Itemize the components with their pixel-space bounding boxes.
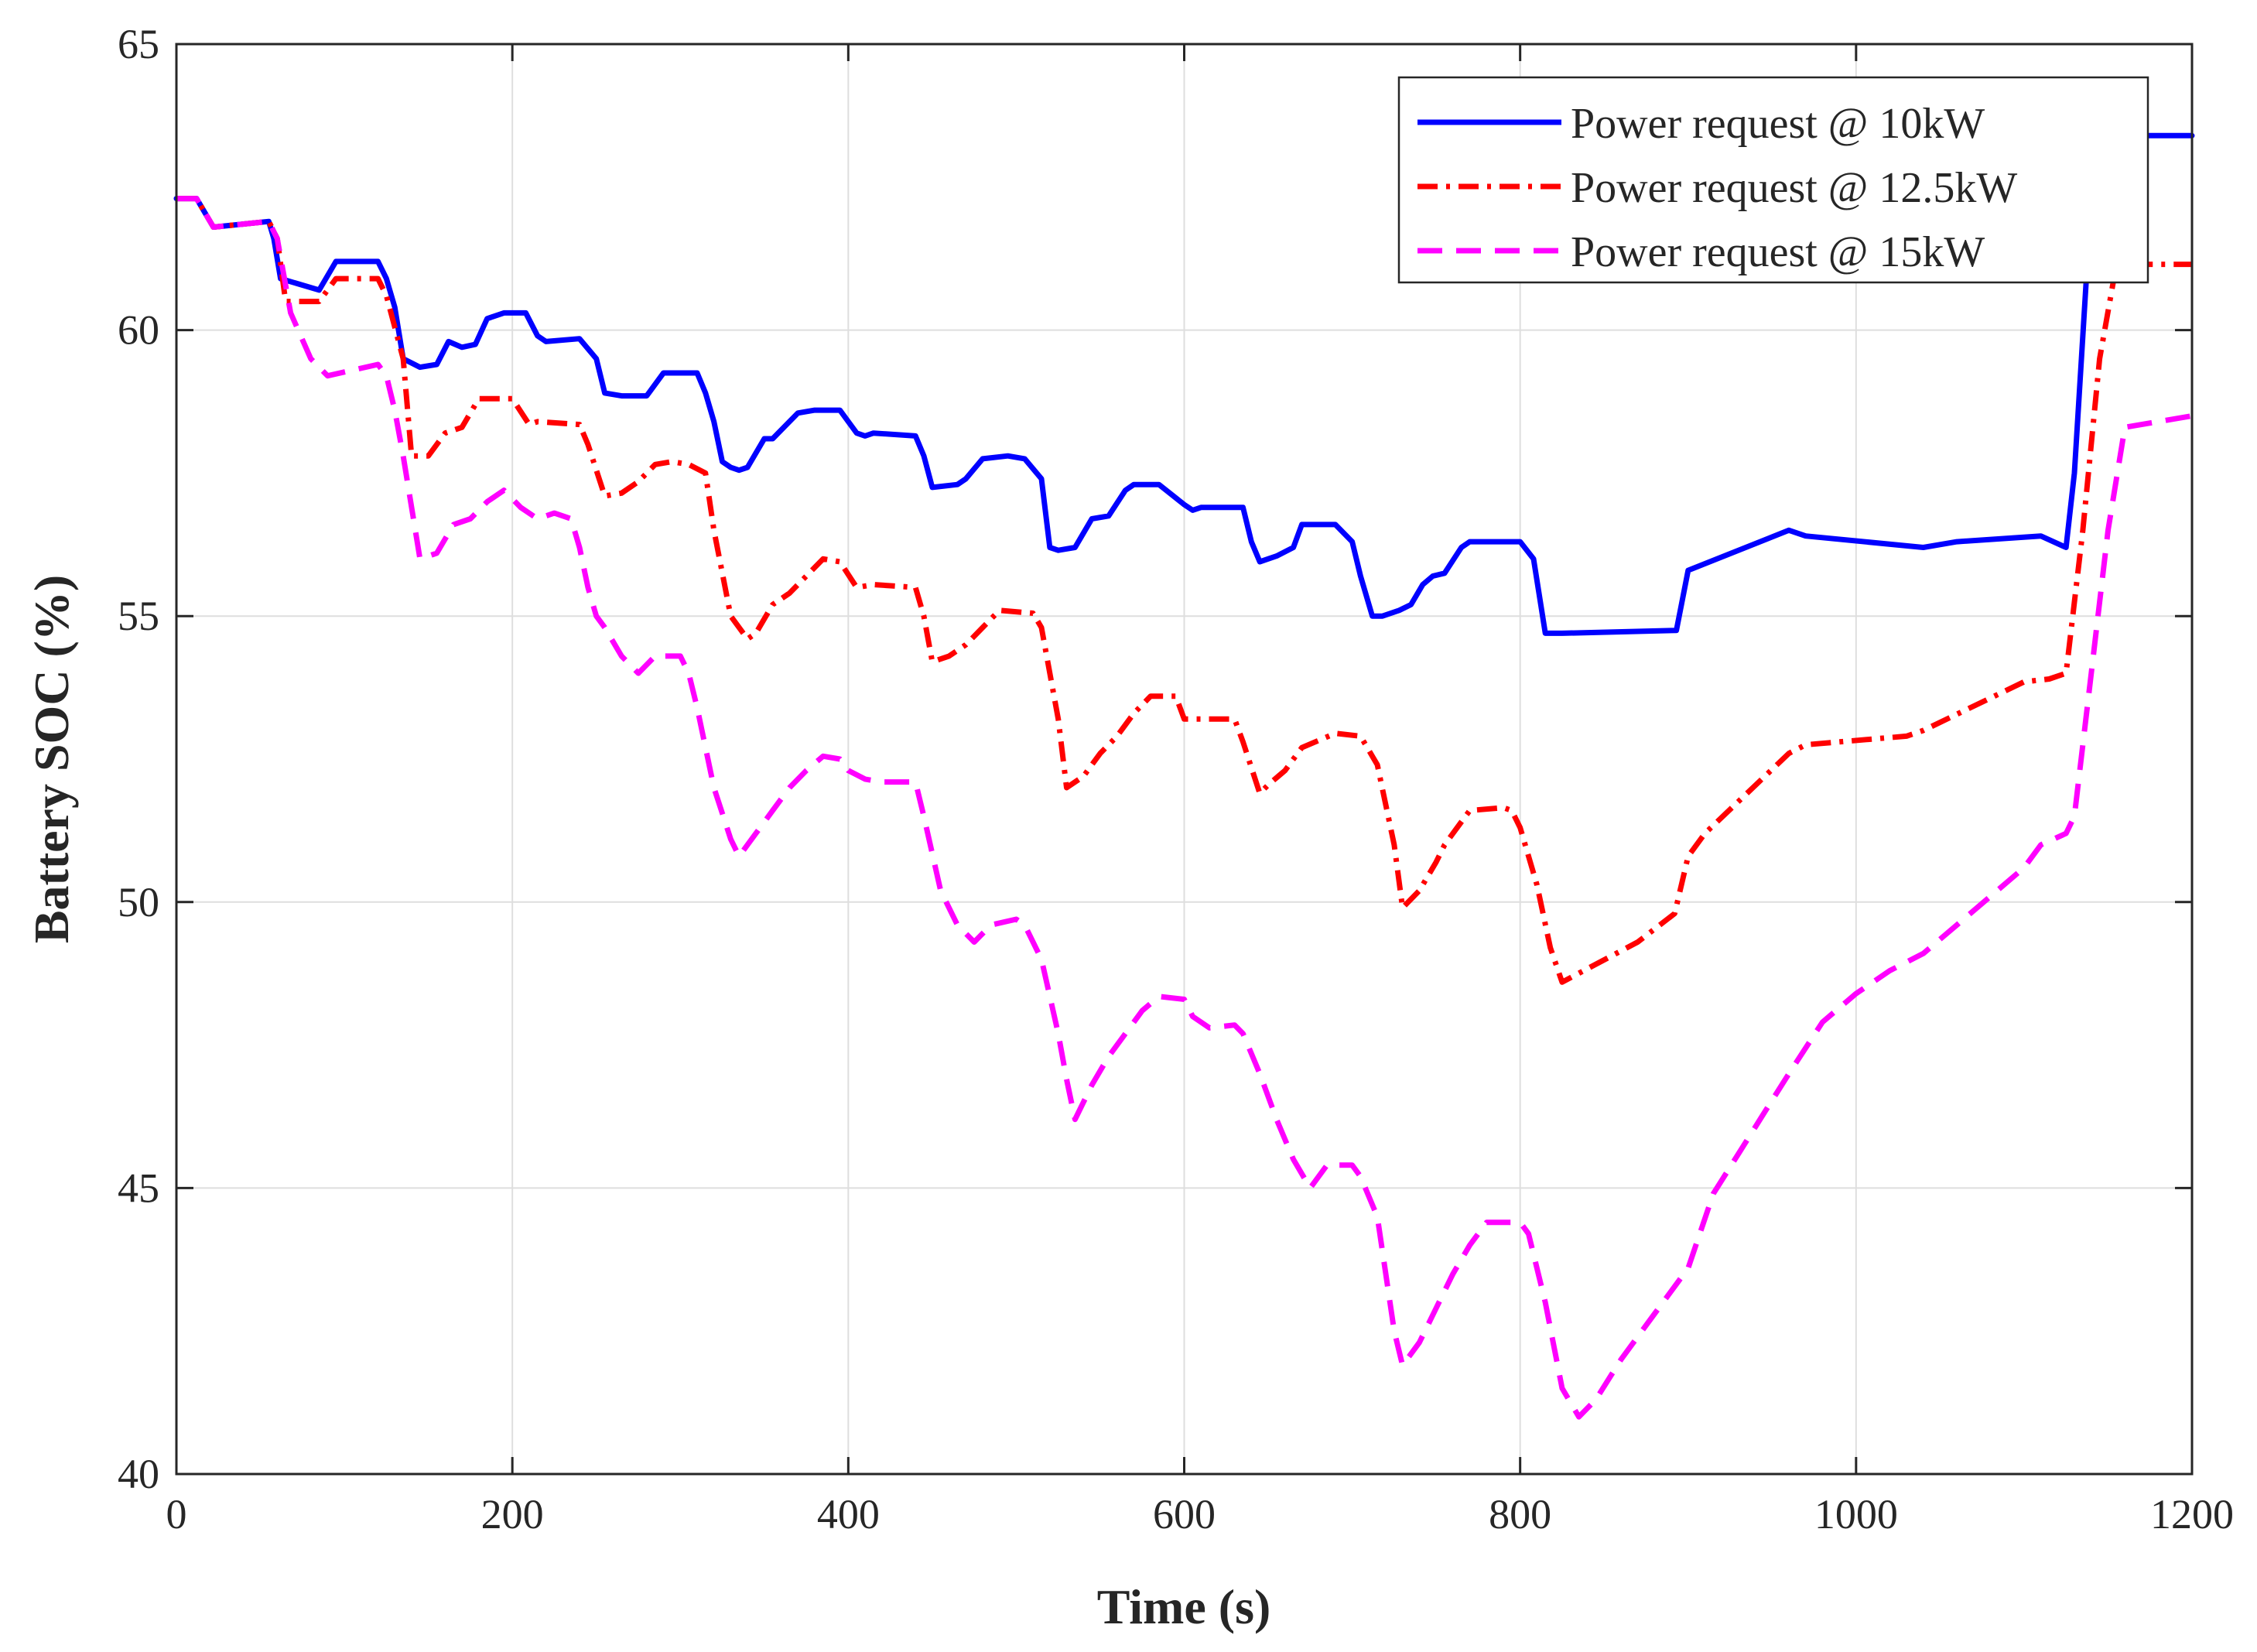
legend: Power request @ 10kW Power request @ 12.5…: [1397, 76, 2149, 284]
x-axis-title: Time (s): [1097, 1579, 1271, 1634]
y-axis-title: Battery SOC (%): [24, 575, 79, 943]
x-tick-label: 1000: [1814, 1491, 1898, 1537]
x-tick-label: 600: [1153, 1491, 1216, 1537]
x-tick-label: 200: [481, 1491, 544, 1537]
x-tick-label: 400: [817, 1491, 880, 1537]
y-tick-label: 55: [118, 593, 159, 639]
y-tick-label: 50: [118, 879, 159, 925]
ticks: [175, 43, 2194, 1476]
series-line-0: [173, 132, 2195, 636]
tick-labels: 0 200 400 600 800 1000 1200 40 45 50 55 60 65: [118, 21, 2234, 1537]
series-line-2: [176, 196, 2193, 1420]
legend-label-1: Power request @ 12.5kW: [1571, 164, 2017, 212]
y-tick-label: 45: [118, 1165, 159, 1211]
legend-label-2: Power request @ 15kW: [1571, 228, 1985, 276]
series-layer: [173, 132, 2195, 1420]
y-tick-label: 40: [118, 1451, 159, 1497]
legend-box: [1397, 76, 2149, 284]
series-line-1: [176, 196, 2192, 985]
x-tick-label: 1200: [2150, 1491, 2234, 1537]
y-tick-label: 60: [118, 307, 159, 354]
x-tick-label: 800: [1489, 1491, 1551, 1537]
y-tick-label: 65: [118, 21, 159, 67]
x-tick-label: 0: [166, 1491, 187, 1537]
legend-label-0: Power request @ 10kW: [1571, 100, 1985, 148]
